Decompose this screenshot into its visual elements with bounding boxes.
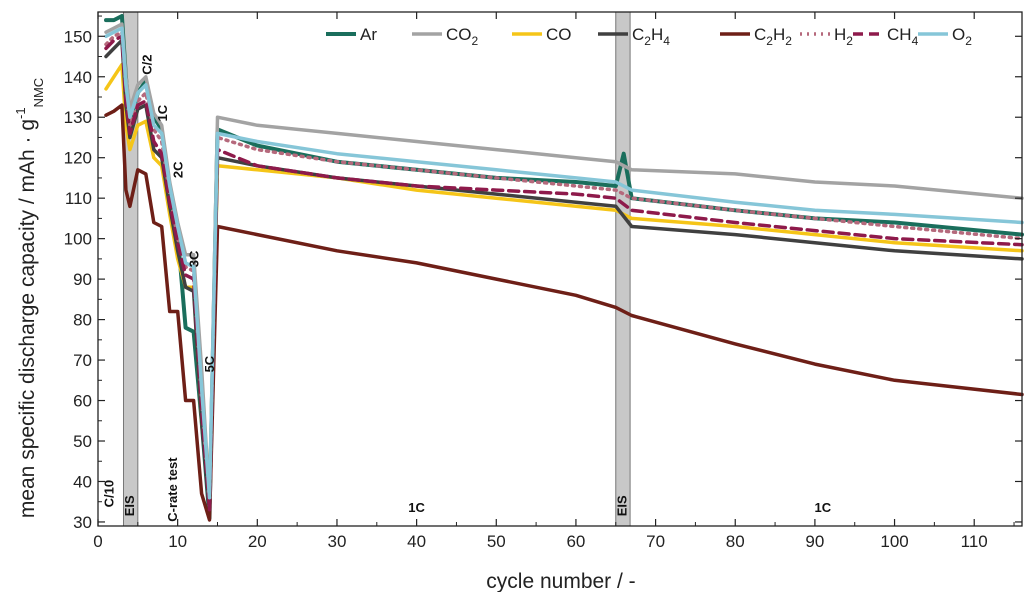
- annotation-label: EIS: [614, 495, 629, 516]
- y-tick-label: 40: [73, 472, 92, 491]
- y-tick-label: 90: [73, 270, 92, 289]
- annotation-label: 5C: [202, 355, 217, 372]
- x-tick-label: 0: [93, 532, 102, 551]
- annotation-label: 2C: [171, 161, 186, 178]
- x-tick-label: 100: [880, 532, 908, 551]
- y-axis-title: mean specific discharge capacity / mAh ·…: [13, 78, 46, 518]
- legend-label: C2H4: [632, 25, 670, 48]
- series-line: [104, 26, 1024, 500]
- y-tick-label: 60: [73, 392, 92, 411]
- x-tick-label: 60: [566, 532, 585, 551]
- series-line: [104, 103, 1024, 522]
- legend-label: C2H2: [754, 25, 792, 48]
- y-tick-label: 120: [64, 149, 92, 168]
- series-line: [104, 34, 1024, 512]
- series-line: [104, 22, 1024, 504]
- y-tick-label: 140: [64, 68, 92, 87]
- legend-label: CH4: [887, 25, 919, 48]
- y-tick-label: 110: [65, 189, 92, 208]
- x-tick-label: 80: [726, 532, 745, 551]
- annotation-label: 3C: [187, 250, 202, 267]
- plot-frame: [97, 11, 1023, 527]
- annotation-label: C-rate test: [165, 457, 180, 522]
- x-tick-label: 20: [248, 532, 267, 551]
- legend-label: CO2: [446, 25, 479, 48]
- y-tick-label: 50: [73, 432, 92, 451]
- y-axis-title-sup: -1: [13, 107, 28, 119]
- series-line: [104, 30, 1024, 508]
- x-tick-label: 10: [168, 532, 187, 551]
- y-axis-title-sub: NMC: [31, 78, 46, 108]
- axis-ticks: 0 10 20 30 40 50 60 70 80 90 100 110 30 40 50 60 70 80 90 1…: [64, 12, 1022, 551]
- x-axis-title: cycle number / -: [486, 570, 635, 592]
- series-line: [104, 14, 1024, 520]
- x-tick-label: 30: [328, 532, 347, 551]
- series-line: [104, 38, 1024, 516]
- annotation-label: 1C: [155, 104, 170, 121]
- x-tick-label: 70: [646, 532, 665, 551]
- annotation-label: C/2: [140, 54, 155, 74]
- x-tick-label: 50: [487, 532, 506, 551]
- series-line: [104, 62, 1024, 500]
- plot-border: [97, 11, 1023, 527]
- x-tick-label: 40: [407, 532, 426, 551]
- y-tick-label: 70: [73, 351, 92, 370]
- eis-band: [615, 11, 631, 527]
- annotations: C/10 EIS C/2 1C 2C 3C 5C C-rate test 1C EIS 1C: [101, 54, 831, 521]
- y-axis-title-main: mean specific discharge capacity / mAh ·…: [16, 119, 39, 518]
- annotation-label: 1C: [815, 500, 832, 515]
- annotation-label: EIS: [122, 495, 137, 516]
- x-tick-label: 90: [805, 532, 824, 551]
- legend-label: CO: [546, 25, 572, 44]
- legend: Ar CO2 CO C2H4 C2H2 H2 CH4 O2: [326, 25, 972, 48]
- y-tick-label: 80: [73, 311, 92, 330]
- legend-label: Ar: [360, 25, 377, 44]
- y-tick-label: 30: [73, 513, 92, 532]
- x-tick-label: 110: [961, 532, 988, 551]
- legend-label: O2: [952, 25, 972, 48]
- y-tick-label: 130: [64, 108, 92, 127]
- series-layer: [104, 14, 1024, 522]
- annotation-label: 1C: [408, 500, 425, 515]
- legend-label: H2: [834, 25, 853, 48]
- y-tick-label: 150: [64, 27, 92, 46]
- y-tick-label: 100: [64, 230, 92, 249]
- annotation-label: C/10: [101, 480, 116, 507]
